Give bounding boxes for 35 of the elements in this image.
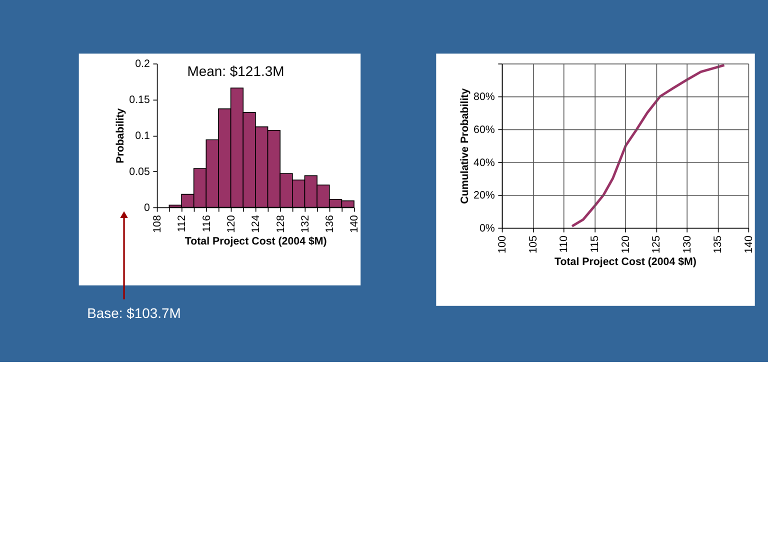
y-tick-label: 0.1 xyxy=(135,130,150,142)
x-tick-label: 115 xyxy=(588,236,601,253)
x-tick-label: 112 xyxy=(176,215,188,232)
x-tick-label: 120 xyxy=(620,236,632,254)
x-tick-label: 108 xyxy=(152,215,164,233)
x-tick-label: 128 xyxy=(274,215,287,233)
x-tick-label: 124 xyxy=(250,215,262,233)
y-tick-label: 0 xyxy=(144,202,150,214)
text: Base: $103.7M xyxy=(87,305,181,322)
y-tick-label: 0.2 xyxy=(135,58,150,70)
y-tick-label: 20% xyxy=(474,190,496,202)
x-tick-label: 130 xyxy=(681,236,694,254)
y-tick-label: 0% xyxy=(479,222,496,235)
x-tick-label: 110 xyxy=(558,236,570,253)
annotation: Mean: $121.3M xyxy=(187,62,284,79)
y-axis-title: Probability xyxy=(114,108,126,164)
x-tick-label: 140 xyxy=(742,236,755,254)
x-tick-label: 105 xyxy=(527,236,540,254)
x-tick-label: 135 xyxy=(712,236,724,254)
y-axis-title: Cumulative Probability xyxy=(458,88,471,204)
y-tick-label: 80% xyxy=(474,91,496,104)
x-tick-label: 116 xyxy=(200,215,213,232)
x-tick-label: 120 xyxy=(226,215,238,233)
x-tick-label: 140 xyxy=(348,215,361,233)
x-tick-label: 136 xyxy=(324,215,336,233)
x-axis-title: Total Project Cost (2004 $M) xyxy=(184,235,328,248)
x-tick-label: 132 xyxy=(299,215,312,233)
y-tick-label: 60% xyxy=(474,124,496,136)
x-tick-label: 100 xyxy=(496,236,509,254)
x-tick-label: 125 xyxy=(650,236,663,254)
x-axis-title: Total Project Cost (2004 $M) xyxy=(554,256,697,268)
line-series xyxy=(570,64,726,228)
y-tick-label: 0.15 xyxy=(129,94,150,106)
y-tick-label: 40% xyxy=(474,156,496,169)
y-tick-label: 0.05 xyxy=(129,166,150,178)
